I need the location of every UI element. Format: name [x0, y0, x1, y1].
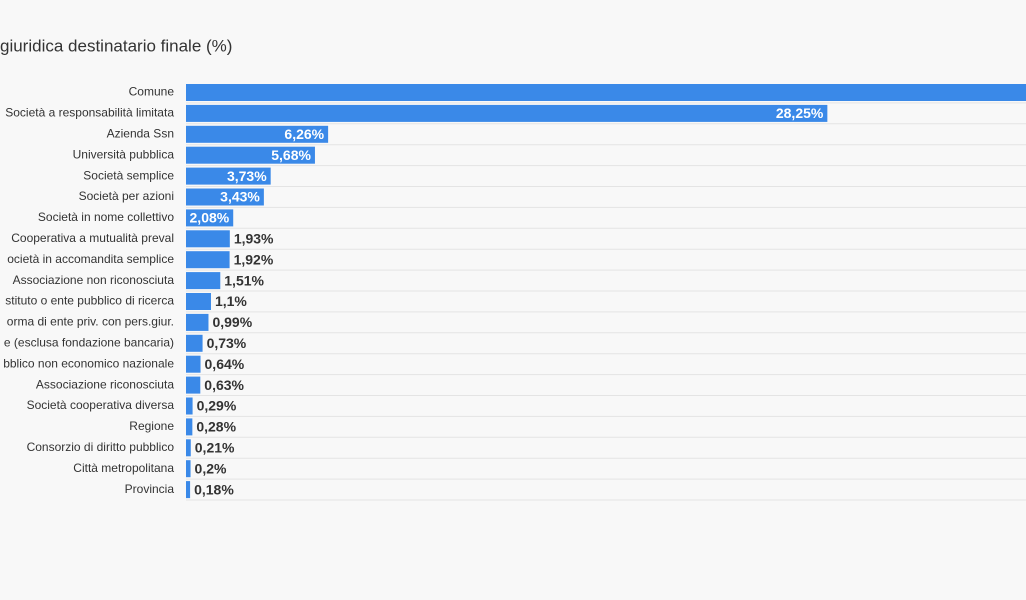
chart-title: giuridica destinatario finale (%)	[0, 36, 232, 55]
bar	[186, 230, 230, 248]
bar	[186, 418, 193, 436]
bar	[186, 293, 211, 310]
value-label: 3,43%	[220, 189, 260, 205]
category-label: Società per azioni	[79, 189, 174, 203]
bar	[186, 188, 264, 206]
value-label: 28,25%	[776, 105, 824, 121]
value-label: 5,68%	[271, 147, 311, 163]
category-label: Associazione riconosciuta	[36, 377, 174, 391]
category-label: Società in nome collettivo	[38, 210, 174, 224]
value-label: 0,29%	[197, 398, 237, 414]
category-label: bblico non economico nazionale	[3, 356, 174, 370]
bar	[186, 334, 203, 352]
category-label: Azienda Ssn	[107, 126, 174, 140]
bar	[186, 167, 271, 185]
category-label: Consorzio di diritto pubblico	[27, 440, 175, 454]
bar	[186, 84, 1026, 101]
value-label: 1,51%	[224, 272, 264, 288]
value-label: 1,93%	[234, 231, 274, 247]
value-label: 6,26%	[284, 126, 324, 142]
category-label: Provincia	[125, 482, 175, 496]
value-label: 0,99%	[212, 314, 252, 330]
category-label: Cooperativa a mutualità preval	[11, 231, 174, 245]
category-label: Comune	[129, 85, 175, 99]
bar	[186, 376, 201, 394]
value-label: 0,73%	[207, 335, 247, 351]
value-label: 2,08%	[190, 210, 230, 226]
value-label: 0,21%	[195, 440, 235, 456]
bar	[186, 313, 209, 331]
value-label: 0,63%	[204, 377, 244, 393]
value-label: 0,64%	[205, 356, 245, 372]
bar	[186, 104, 828, 122]
bar	[186, 125, 329, 143]
value-label: 1,92%	[234, 251, 274, 267]
value-label: 1,1%	[215, 293, 247, 309]
bar	[186, 251, 230, 269]
value-label: 0,2%	[195, 460, 227, 476]
value-label: 0,18%	[194, 481, 234, 497]
bar	[186, 355, 201, 373]
category-label: Società cooperativa diversa	[27, 398, 175, 412]
bar	[186, 397, 193, 415]
category-label: Società semplice	[83, 168, 174, 182]
category-label: Regione	[129, 419, 174, 433]
value-label: 3,73%	[227, 168, 267, 184]
bar	[186, 439, 191, 457]
value-label: 0,28%	[196, 419, 236, 435]
category-label: stituto o ente pubblico di ricerca	[5, 294, 174, 308]
bar	[186, 209, 234, 227]
category-label: orma di ente priv. con pers.giur.	[7, 315, 174, 329]
category-label: Società a responsabilità limitata	[5, 106, 174, 120]
category-label: Associazione non riconosciuta	[13, 273, 175, 287]
bar	[186, 272, 221, 290]
category-label: e (esclusa fondazione bancaria)	[4, 335, 174, 349]
bar	[186, 481, 191, 499]
category-label: ocietà in accomandita semplice	[7, 252, 174, 266]
bar	[186, 146, 315, 164]
bar	[186, 460, 191, 478]
category-label: Università pubblica	[73, 147, 175, 161]
category-label: Città metropolitana	[73, 461, 174, 475]
